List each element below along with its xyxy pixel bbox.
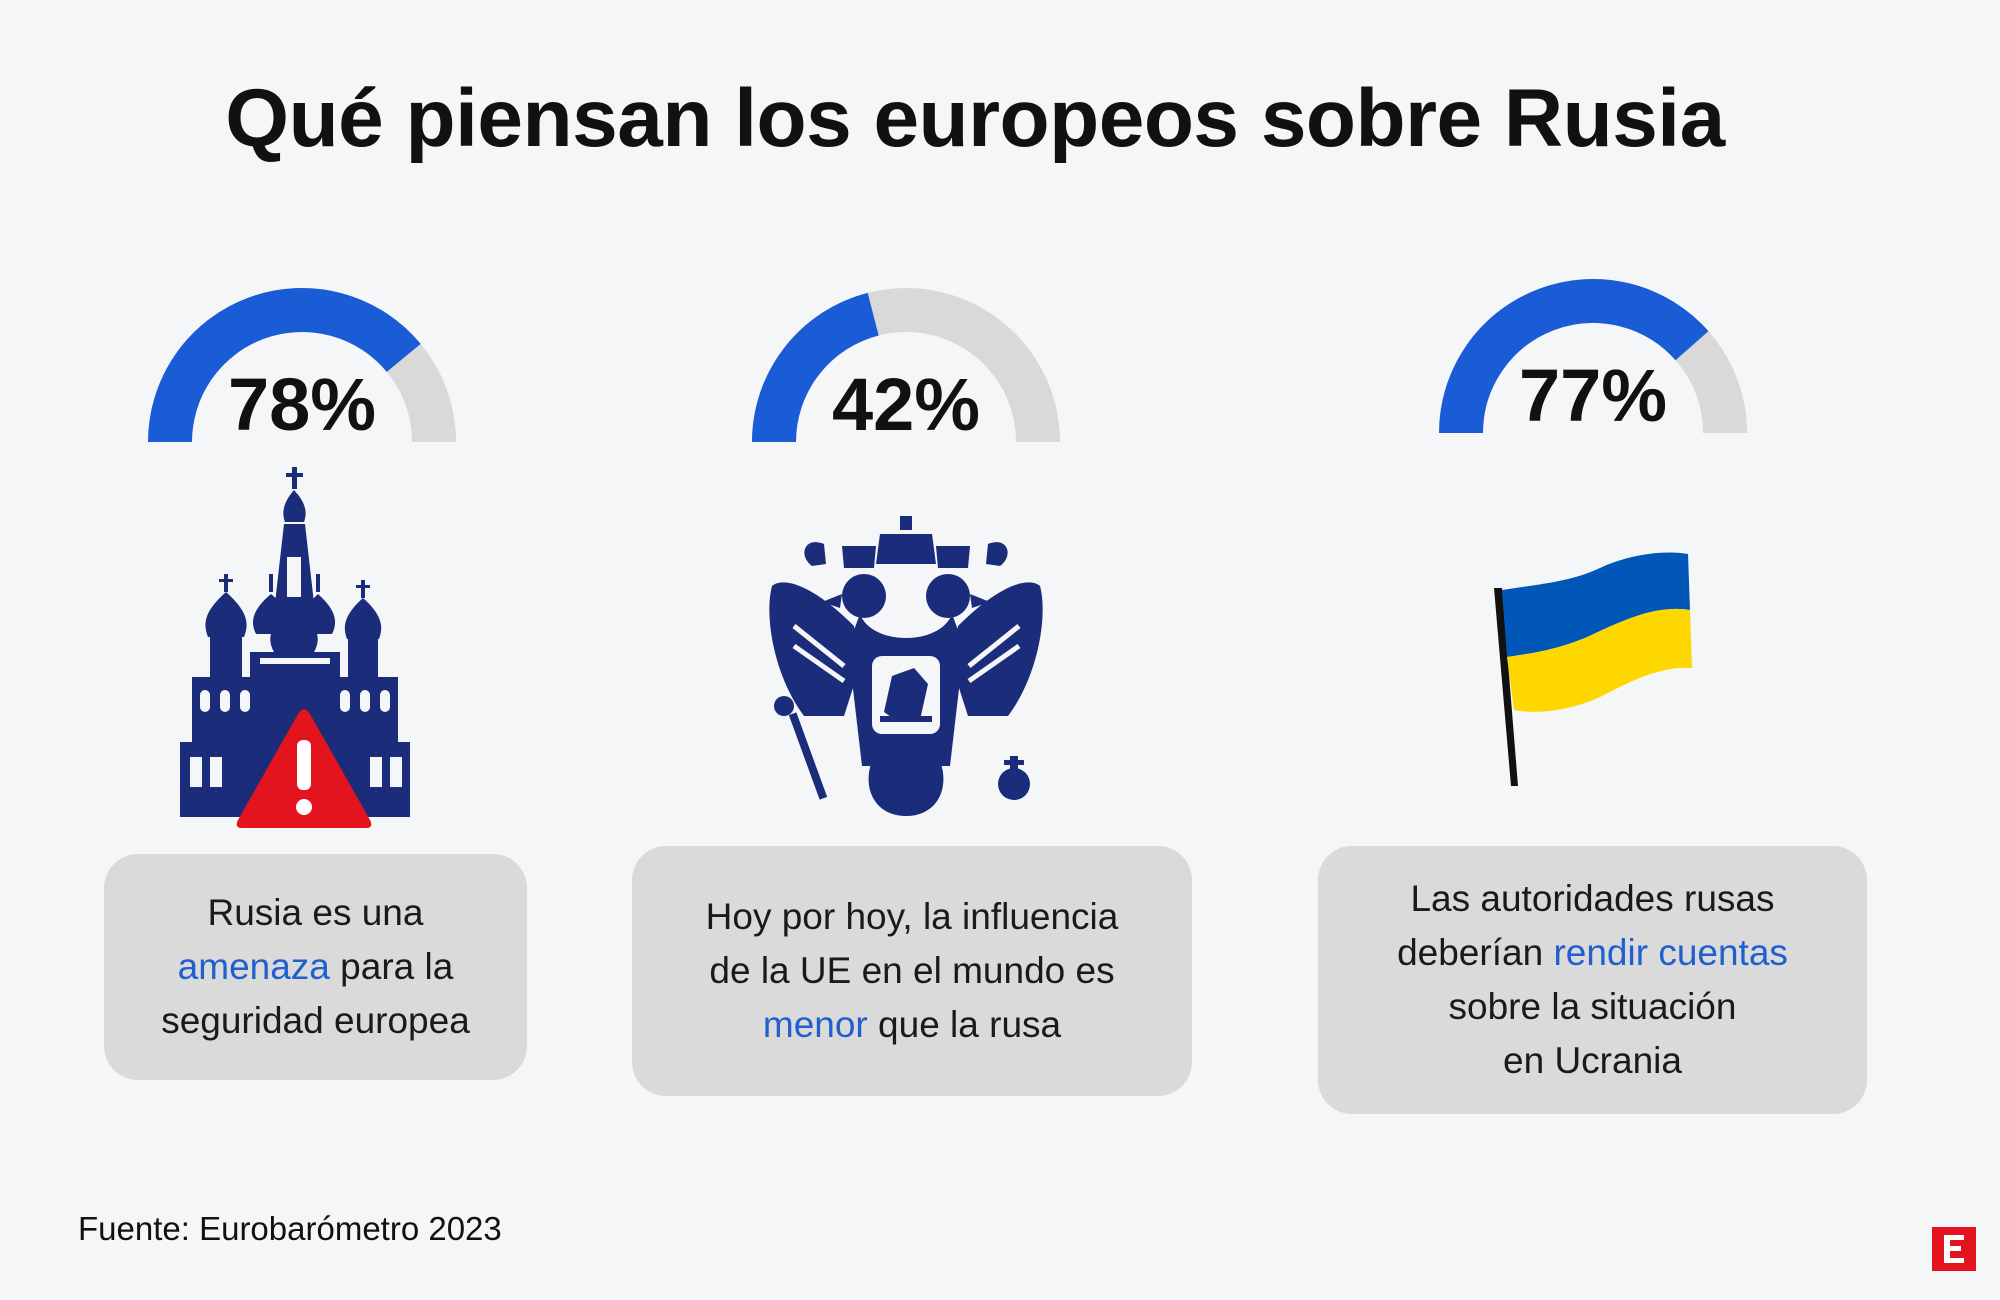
card-text-segment: Las autoridades rusas (1410, 878, 1775, 919)
card-text-influence: Hoy por hoy, la influencia de la UE en el… (706, 890, 1119, 1052)
card-influence: Hoy por hoy, la influencia de la UE en el… (632, 846, 1192, 1096)
gauge-accountability: 77% (1439, 279, 1747, 437)
card-line: deberían rendir cuentas (1397, 926, 1788, 980)
card-text-segment: en Ucrania (1503, 1040, 1682, 1081)
highlighted-keyword: rendir cuentas (1553, 932, 1788, 973)
card-line: de la UE en el mundo es (706, 944, 1119, 998)
card-text-segment: que la rusa (867, 1004, 1062, 1045)
card-line: Rusia es una (161, 886, 470, 940)
highlighted-keyword: amenaza (177, 946, 330, 987)
russian-coat-of-arms-icon (764, 516, 1049, 816)
card-accountability: Las autoridades rusas deberían rendir cue… (1318, 846, 1867, 1114)
gauge-fill-influence (752, 292, 880, 443)
card-text-segment: sobre la situación (1448, 986, 1737, 1027)
gauge-arc-threat (148, 288, 456, 443)
card-text-segment: seguridad europea (161, 1000, 470, 1041)
card-line: seguridad europea (161, 994, 470, 1048)
page-title: Qué piensan los europeos sobre Rusia (225, 73, 1725, 164)
card-line: menor que la rusa (706, 998, 1119, 1052)
card-text-segment: de la UE en el mundo es (709, 950, 1115, 991)
gauge-arc-accountability (1439, 279, 1747, 434)
gauge-fill-threat (148, 288, 421, 443)
card-threat: Rusia es una amenaza para la seguridad eur… (104, 854, 527, 1080)
gauge-value-accountability: 77% (1518, 354, 1668, 437)
gauge-value-influence: 42% (831, 363, 981, 446)
brand-logo (1932, 1227, 1976, 1271)
card-line: sobre la situación (1397, 980, 1788, 1034)
card-line: en Ucrania (1397, 1034, 1788, 1088)
card-text-segment: para la (329, 946, 454, 987)
gauge-fill-accountability (1439, 279, 1709, 434)
kremlin-cathedral-warning-icon (170, 462, 420, 832)
card-line: amenaza para la (161, 940, 470, 994)
warning-icon (236, 709, 372, 828)
card-text-accountability: Las autoridades rusas deberían rendir cue… (1397, 872, 1788, 1088)
gauge-threat: 78% (148, 288, 456, 446)
card-text-threat: Rusia es una amenaza para la seguridad eur… (161, 886, 470, 1048)
card-line: Las autoridades rusas (1397, 872, 1788, 926)
card-text-segment: Rusia es una (207, 892, 424, 933)
gauge-influence: 42% (752, 288, 1060, 446)
card-text-segment: Hoy por hoy, la influencia (705, 896, 1119, 937)
highlighted-keyword: menor (762, 1004, 868, 1045)
card-line: Hoy por hoy, la influencia (706, 890, 1119, 944)
card-text-segment: deberían (1397, 932, 1554, 973)
gauge-arc-influence (752, 288, 1060, 443)
gauge-value-threat: 78% (227, 363, 377, 446)
ukraine-flag-icon (1490, 542, 1700, 792)
source-note: Fuente: Eurobarómetro 2023 (78, 1210, 502, 1247)
